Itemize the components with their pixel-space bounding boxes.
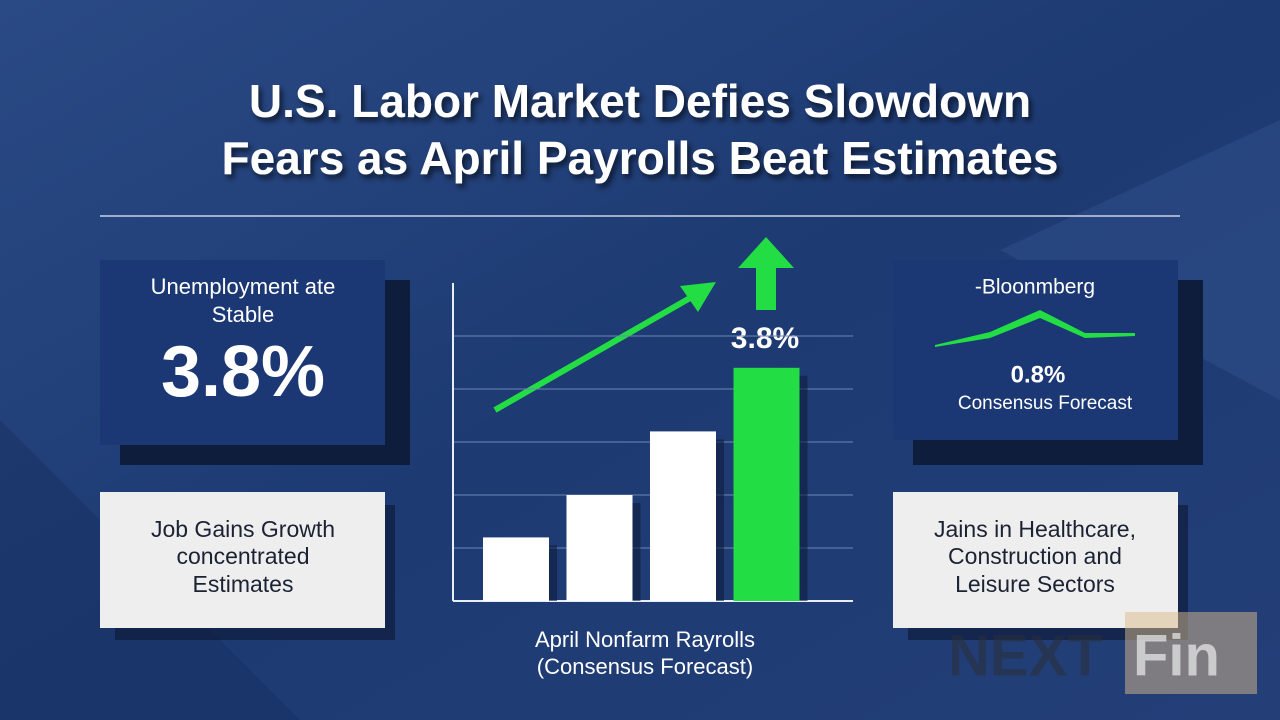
card-text: Jains in Healthcare,: [934, 516, 1136, 542]
watermark: Fin: [1133, 623, 1220, 688]
card-text: Consensus Forecast: [958, 393, 1133, 414]
chart-annotation: 3.8%: [731, 322, 799, 355]
title-line: Fears as April Payrolls Beat Estimates: [222, 132, 1059, 184]
card-text: concentrated: [177, 543, 310, 569]
card-text: Job Gains Growth: [151, 516, 335, 542]
up-arrow: [756, 265, 776, 310]
sparkline: [935, 310, 1135, 347]
watermark: NEXT: [948, 623, 1103, 688]
bar: [483, 537, 549, 601]
arrow-head: [680, 282, 716, 312]
bar: [733, 367, 800, 601]
chart-caption: (Consensus Forecast): [537, 654, 753, 679]
bar: [650, 431, 716, 601]
trend-arrow: [493, 295, 692, 413]
chart-caption: April Nonfarm Rayrolls: [535, 627, 755, 652]
card-text: Construction and: [948, 543, 1122, 569]
card-text: -Bloonmberg: [975, 276, 1095, 299]
arrow-head: [738, 237, 794, 268]
card: [100, 492, 385, 628]
card-text: Leisure Sectors: [955, 571, 1115, 597]
bar-chart: [452, 283, 853, 602]
card-value: 0.8%: [1011, 361, 1066, 388]
card: [893, 492, 1178, 628]
card: [100, 260, 385, 445]
card-value: 3.8%: [161, 332, 325, 412]
card-text: Unemployment ate: [151, 274, 336, 299]
card-text: Estimates: [193, 571, 294, 597]
title-line: U.S. Labor Market Defies Slowdown: [249, 75, 1031, 127]
card-text: Stable: [212, 302, 274, 327]
card: [893, 260, 1178, 440]
watermark-box: [1125, 612, 1257, 694]
bar: [566, 495, 633, 601]
